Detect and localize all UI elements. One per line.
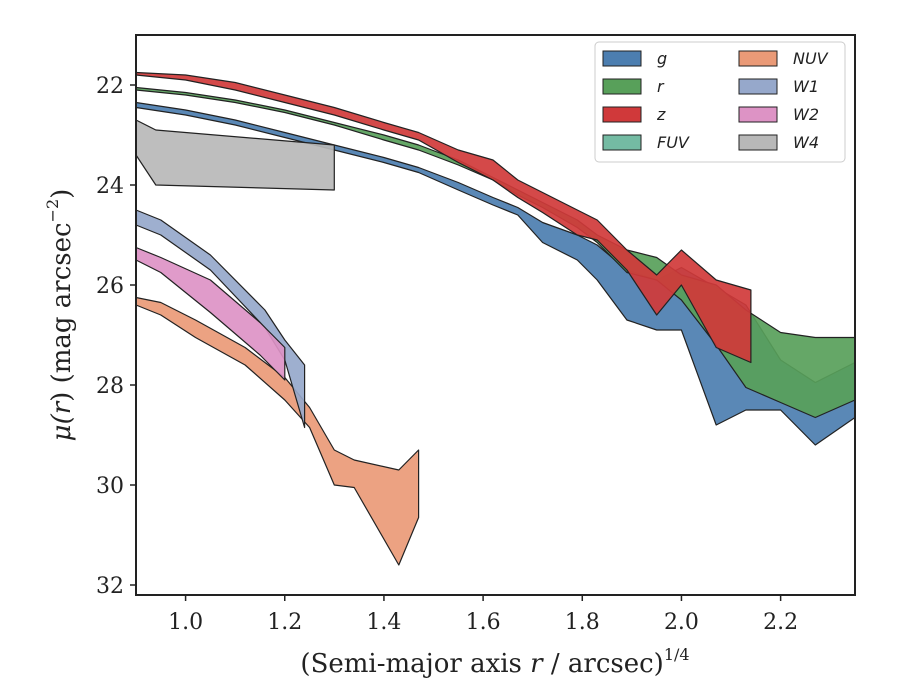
legend-label-fuv: FUV — [657, 133, 690, 152]
x-tick-label: 1.4 — [366, 610, 401, 635]
legend-label-nuv: NUV — [793, 49, 829, 68]
legend-swatch-r — [602, 78, 642, 95]
legend-box — [594, 41, 846, 163]
legend-swatch-w1 — [738, 78, 778, 95]
y-tick-label: 26 — [96, 274, 124, 299]
legend-label-r: r — [657, 77, 665, 96]
band-w1 — [135, 209, 306, 429]
tick-layer: 1.0 1.2 1.4 1.6 1.8 2.0 2.2 22 24 26 28 30 32 — [96, 74, 798, 635]
legend: grz FUV NUV W1 W2 W4 — [594, 41, 846, 163]
x-tick-label: 2.2 — [763, 610, 798, 635]
legend-label-w2: W2 — [793, 105, 819, 124]
legend-label-g: g — [657, 49, 667, 68]
x-tick-label: 1.0 — [168, 610, 203, 635]
legend-swatch-g — [602, 50, 642, 67]
legend-swatch-w4 — [738, 134, 778, 151]
band-z — [135, 71, 752, 364]
band-nuv — [135, 296, 420, 566]
x-axis-label: (Semi-major axis r / arcsec)1/4 — [300, 645, 689, 679]
x-tick-label: 2.0 — [664, 610, 699, 635]
y-tick-label: 30 — [96, 474, 124, 499]
y-tick-label: 24 — [96, 174, 124, 199]
y-axis-label: μ(r) (mag arcsec−2) — [43, 189, 77, 442]
legend-swatch-z — [602, 106, 642, 123]
x-tick-label: 1.6 — [466, 610, 501, 635]
band-w2 — [135, 246, 286, 381]
legend-swatch-nuv — [738, 50, 778, 67]
legend-swatch-w2 — [738, 106, 778, 123]
x-tick-label: 1.8 — [565, 610, 600, 635]
legend-label-w1: W1 — [793, 77, 819, 96]
y-tick-label: 32 — [96, 574, 124, 599]
y-tick-label: 22 — [96, 74, 124, 99]
plot-frame — [135, 34, 856, 596]
x-tick-label: 1.2 — [267, 610, 302, 635]
y-tick-label: 28 — [96, 374, 124, 399]
band-w4 — [135, 119, 335, 191]
legend-label-w4: W4 — [793, 133, 819, 152]
legend-label-z: z — [656, 105, 666, 124]
legend-swatch-fuv — [602, 134, 642, 151]
